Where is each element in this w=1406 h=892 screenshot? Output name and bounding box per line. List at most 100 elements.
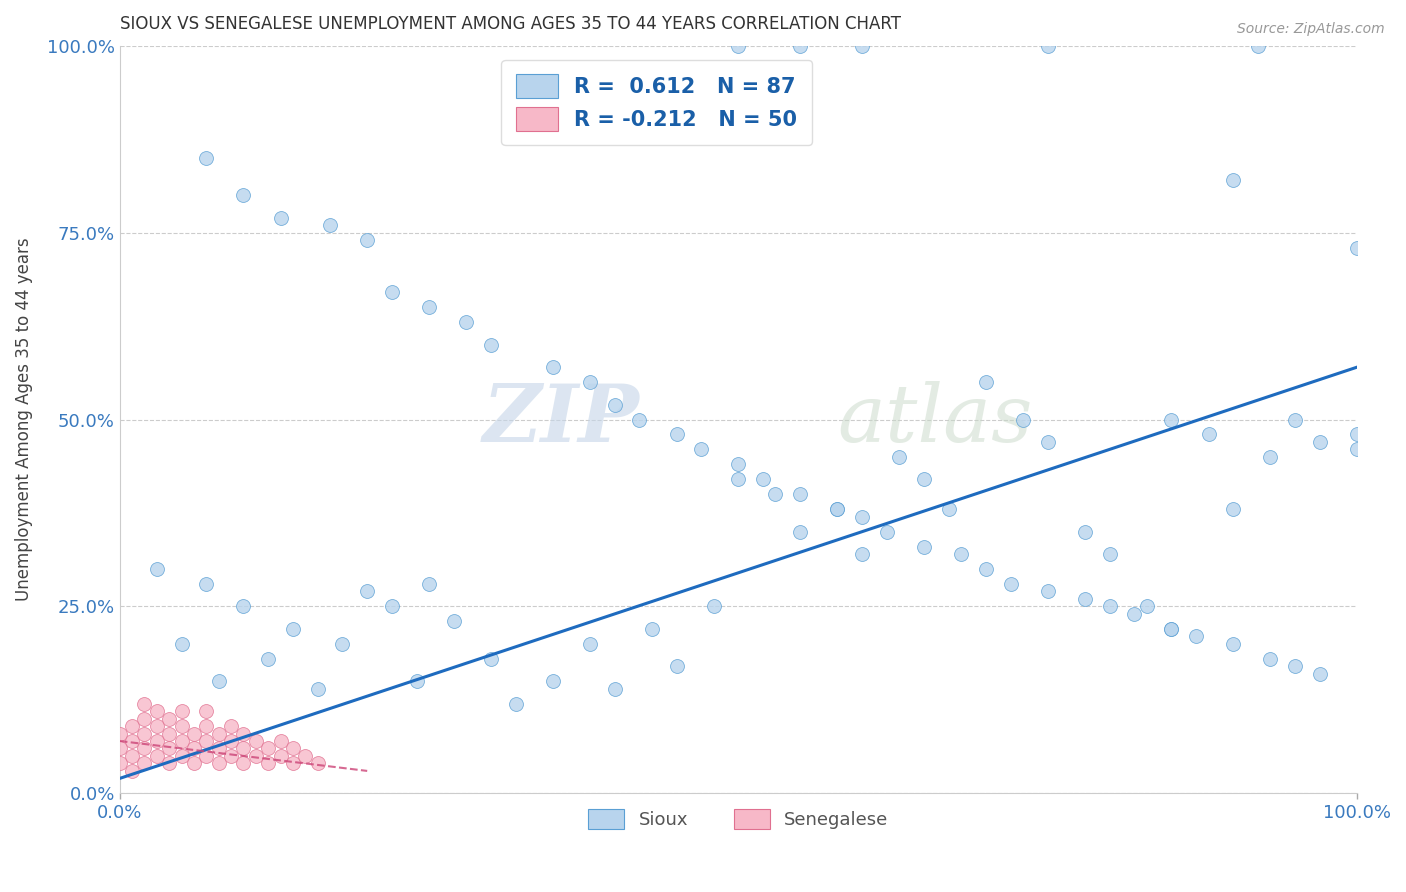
Point	[1309, 434, 1331, 449]
Point	[157, 756, 180, 771]
Point	[912, 540, 935, 554]
Point	[1222, 502, 1244, 516]
Text: Source: ZipAtlas.com: Source: ZipAtlas.com	[1237, 22, 1385, 37]
Point	[1098, 599, 1121, 614]
Point	[108, 741, 131, 756]
Point	[1309, 666, 1331, 681]
Point	[1260, 450, 1282, 464]
Point	[579, 637, 602, 651]
Point	[1198, 427, 1220, 442]
Point	[170, 637, 193, 651]
Point	[134, 756, 156, 771]
Point	[170, 719, 193, 733]
Point	[281, 741, 304, 756]
Point	[170, 704, 193, 718]
Point	[219, 748, 242, 763]
Point	[356, 233, 378, 247]
Point	[1247, 38, 1270, 53]
Point	[1098, 547, 1121, 561]
Point	[418, 301, 440, 315]
Point	[541, 674, 564, 689]
Point	[208, 756, 231, 771]
Point	[195, 748, 218, 763]
Point	[1222, 637, 1244, 651]
Point	[146, 734, 169, 748]
Point	[1160, 622, 1182, 636]
Point	[232, 756, 254, 771]
Point	[1036, 38, 1059, 53]
Point	[108, 726, 131, 740]
Point	[541, 360, 564, 375]
Point	[1036, 584, 1059, 599]
Point	[505, 697, 527, 711]
Point	[183, 726, 205, 740]
Point	[1136, 599, 1159, 614]
Point	[851, 509, 873, 524]
Point	[851, 547, 873, 561]
Point	[195, 151, 218, 165]
Point	[356, 584, 378, 599]
Point	[195, 734, 218, 748]
Point	[876, 524, 898, 539]
Y-axis label: Unemployment Among Ages 35 to 44 years: Unemployment Among Ages 35 to 44 years	[15, 237, 32, 601]
Point	[134, 697, 156, 711]
Point	[195, 719, 218, 733]
Point	[789, 524, 811, 539]
Point	[183, 756, 205, 771]
Point	[146, 719, 169, 733]
Point	[443, 615, 465, 629]
Point	[381, 599, 404, 614]
Point	[281, 622, 304, 636]
Point	[579, 375, 602, 389]
Point	[479, 652, 502, 666]
Point	[245, 748, 267, 763]
Point	[121, 748, 143, 763]
Text: SIOUX VS SENEGALESE UNEMPLOYMENT AMONG AGES 35 TO 44 YEARS CORRELATION CHART: SIOUX VS SENEGALESE UNEMPLOYMENT AMONG A…	[120, 15, 901, 33]
Point	[765, 487, 787, 501]
Point	[257, 741, 280, 756]
Point	[1346, 427, 1368, 442]
Point	[219, 719, 242, 733]
Point	[405, 674, 427, 689]
Point	[1160, 412, 1182, 426]
Point	[1074, 524, 1097, 539]
Legend: Sioux, Senegalese: Sioux, Senegalese	[581, 801, 896, 837]
Point	[307, 681, 329, 696]
Point	[270, 211, 292, 225]
Point	[146, 562, 169, 576]
Point	[157, 712, 180, 726]
Point	[257, 652, 280, 666]
Point	[690, 442, 713, 457]
Point	[727, 38, 749, 53]
Point	[208, 741, 231, 756]
Point	[245, 734, 267, 748]
Point	[703, 599, 725, 614]
Point	[270, 734, 292, 748]
Point	[851, 38, 873, 53]
Point	[1074, 591, 1097, 606]
Point	[270, 748, 292, 763]
Point	[219, 734, 242, 748]
Point	[134, 726, 156, 740]
Point	[1284, 412, 1306, 426]
Point	[1036, 434, 1059, 449]
Text: ZIP: ZIP	[482, 381, 640, 458]
Point	[319, 218, 342, 232]
Point	[950, 547, 973, 561]
Point	[1185, 629, 1208, 643]
Point	[456, 315, 478, 329]
Point	[157, 741, 180, 756]
Point	[307, 756, 329, 771]
Point	[628, 412, 651, 426]
Point	[232, 599, 254, 614]
Point	[257, 756, 280, 771]
Point	[208, 726, 231, 740]
Point	[827, 502, 849, 516]
Point	[121, 734, 143, 748]
Point	[889, 450, 911, 464]
Point	[294, 748, 316, 763]
Point	[789, 38, 811, 53]
Point	[134, 712, 156, 726]
Point	[1284, 659, 1306, 673]
Point	[1123, 607, 1146, 621]
